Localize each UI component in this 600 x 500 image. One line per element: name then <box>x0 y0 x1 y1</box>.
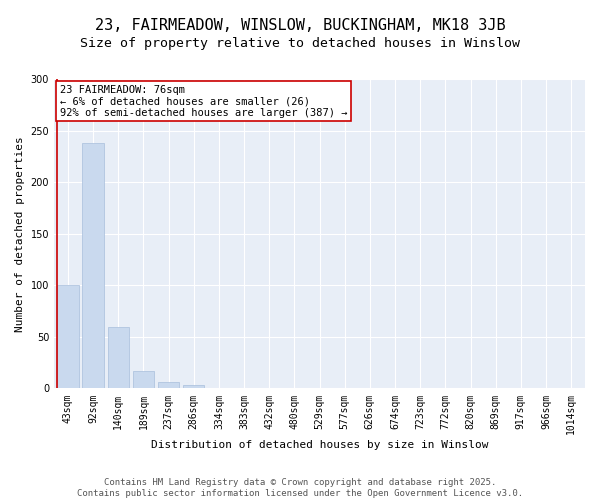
Text: Contains HM Land Registry data © Crown copyright and database right 2025.
Contai: Contains HM Land Registry data © Crown c… <box>77 478 523 498</box>
Text: Size of property relative to detached houses in Winslow: Size of property relative to detached ho… <box>80 38 520 51</box>
Text: 23 FAIRMEADOW: 76sqm
← 6% of detached houses are smaller (26)
92% of semi-detach: 23 FAIRMEADOW: 76sqm ← 6% of detached ho… <box>59 84 347 118</box>
Bar <box>82 143 104 388</box>
Y-axis label: Number of detached properties: Number of detached properties <box>15 136 25 332</box>
X-axis label: Distribution of detached houses by size in Winslow: Distribution of detached houses by size … <box>151 440 488 450</box>
Bar <box>183 386 205 388</box>
Bar <box>133 371 154 388</box>
Bar <box>158 382 179 388</box>
Bar <box>107 326 129 388</box>
Bar <box>57 286 79 389</box>
Text: 23, FAIRMEADOW, WINSLOW, BUCKINGHAM, MK18 3JB: 23, FAIRMEADOW, WINSLOW, BUCKINGHAM, MK1… <box>95 18 505 32</box>
